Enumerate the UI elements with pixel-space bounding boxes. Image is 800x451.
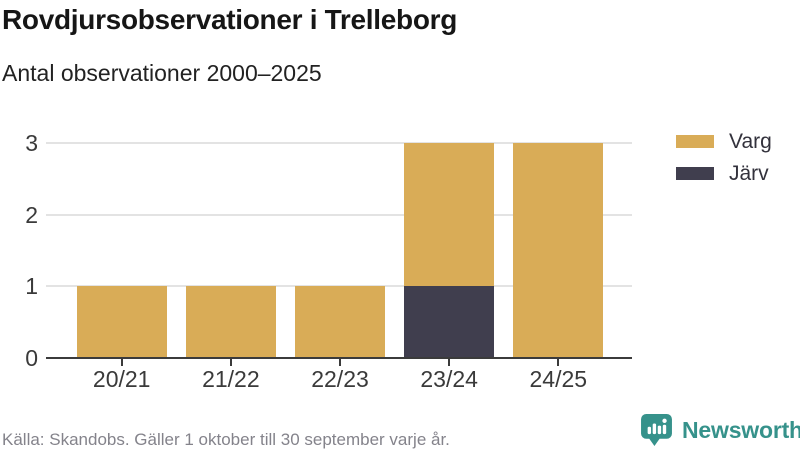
bar-segment-jrv-23-24	[404, 286, 495, 358]
y-axis-tick-label: 0	[25, 345, 38, 371]
legend-item-varg: Varg	[676, 131, 772, 152]
x-axis-tick	[229, 359, 232, 366]
legend-item-jrv: Järv	[676, 163, 772, 184]
x-axis-label: 23/24	[420, 366, 478, 392]
x-axis-tick	[448, 359, 451, 366]
legend-label: Järv	[729, 162, 769, 185]
x-axis-label: 24/25	[529, 366, 588, 392]
x-axis-line	[46, 357, 632, 359]
y-gridline	[46, 213, 632, 216]
source-note: Källa: Skandobs. Gäller 1 oktober till 3…	[2, 430, 450, 449]
x-axis-tick	[120, 359, 123, 366]
y-axis-tick-label: 3	[25, 130, 38, 156]
x-axis-label: 20/21	[92, 366, 151, 392]
legend-swatch	[676, 135, 714, 148]
newsworthy-logo-icon	[640, 413, 673, 447]
y-axis-tick-label: 2	[25, 201, 38, 228]
x-axis-label: 21/22	[202, 366, 260, 392]
bar-segment-varg-23-24	[404, 143, 495, 287]
chart-subtitle: Antal observationer 2000–2025	[2, 60, 322, 86]
bar-segment-varg-21-22	[185, 286, 276, 358]
legend-swatch	[676, 167, 714, 180]
brand-lockup: Newsworthy	[640, 413, 800, 447]
y-gridline	[46, 142, 632, 144]
legend: Varg Järv	[676, 131, 772, 184]
brand-name: Newsworthy	[682, 416, 800, 443]
legend-label: Varg	[729, 130, 772, 153]
x-axis-tick	[339, 359, 341, 366]
x-axis-label: 22/23	[311, 366, 369, 392]
chart-title: Rovdjursobservationer i Trelleborg	[2, 4, 458, 35]
y-axis-tick-label: 1	[25, 273, 38, 300]
bar-segment-varg-20-21	[76, 286, 167, 358]
x-axis-tick	[557, 359, 560, 366]
bar-segment-varg-24-25	[513, 143, 604, 358]
bar-segment-varg-22-23	[295, 286, 385, 358]
